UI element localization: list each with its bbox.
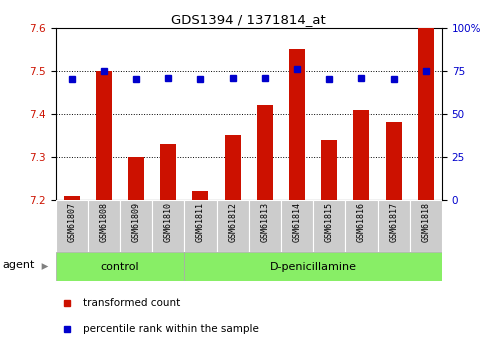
Bar <box>216 200 249 252</box>
Bar <box>120 200 152 252</box>
Bar <box>385 122 402 200</box>
Text: GSM61811: GSM61811 <box>196 202 205 242</box>
Bar <box>152 200 185 252</box>
Bar <box>354 109 369 200</box>
Bar <box>418 28 434 200</box>
Bar <box>313 200 345 252</box>
Text: GSM61808: GSM61808 <box>99 202 108 242</box>
Bar <box>185 200 216 252</box>
Text: GSM61818: GSM61818 <box>421 202 430 242</box>
Text: agent: agent <box>3 260 35 270</box>
Bar <box>64 196 80 200</box>
Bar <box>281 200 313 252</box>
Bar <box>192 191 209 200</box>
Bar <box>160 144 176 200</box>
Text: D-penicillamine: D-penicillamine <box>270 262 356 272</box>
Text: GSM61813: GSM61813 <box>260 202 270 242</box>
Bar <box>88 200 120 252</box>
Bar <box>128 157 144 200</box>
Bar <box>185 252 442 281</box>
Bar <box>225 135 241 200</box>
Text: GSM61810: GSM61810 <box>164 202 173 242</box>
Text: GSM61816: GSM61816 <box>357 202 366 242</box>
Text: GSM61812: GSM61812 <box>228 202 237 242</box>
Bar <box>257 105 273 200</box>
Bar <box>96 71 112 200</box>
Bar <box>378 200 410 252</box>
Bar <box>410 200 442 252</box>
Bar <box>249 200 281 252</box>
Text: GSM61815: GSM61815 <box>325 202 334 242</box>
Text: transformed count: transformed count <box>83 298 180 308</box>
Text: control: control <box>100 262 139 272</box>
Bar <box>56 252 185 281</box>
Bar <box>56 200 88 252</box>
Bar <box>289 49 305 200</box>
Bar <box>345 200 378 252</box>
Text: GSM61809: GSM61809 <box>131 202 141 242</box>
Text: GSM61817: GSM61817 <box>389 202 398 242</box>
Title: GDS1394 / 1371814_at: GDS1394 / 1371814_at <box>171 13 326 27</box>
Text: GSM61807: GSM61807 <box>67 202 76 242</box>
Text: percentile rank within the sample: percentile rank within the sample <box>83 325 258 334</box>
Text: GSM61814: GSM61814 <box>293 202 301 242</box>
Bar <box>321 140 337 200</box>
